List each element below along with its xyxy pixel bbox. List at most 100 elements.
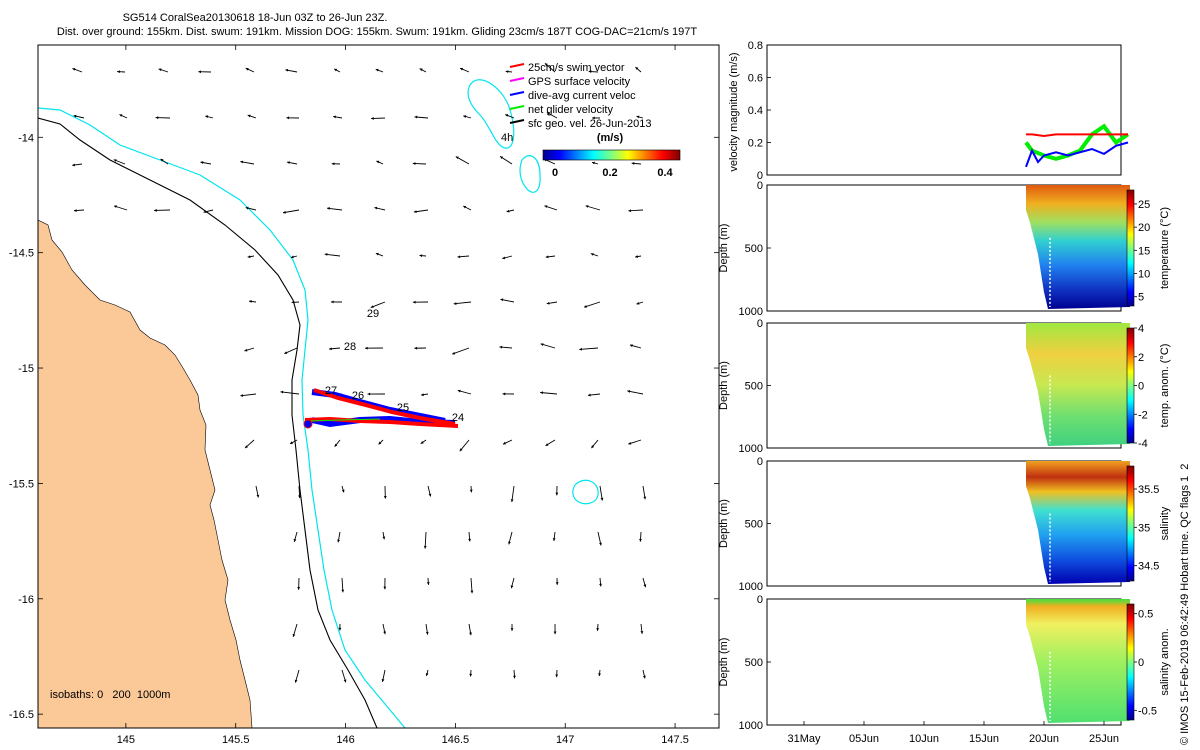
velocity-arrow — [330, 300, 343, 304]
velocity-arrow — [546, 112, 558, 119]
velocity-arrow — [117, 70, 126, 74]
colorbar-tick-label: 10 — [1138, 269, 1150, 281]
legend-entry: GPS surface velocity — [509, 76, 631, 88]
velocity-arrow — [463, 115, 472, 119]
profile-panel-salinity: 0 500 1000 Depth (m) 35.5 35 34.5 salinity — [718, 456, 1171, 593]
profile-section — [1026, 185, 1130, 309]
velocity-arrow — [583, 301, 601, 308]
speed-colorbar-tick: 0 — [552, 167, 558, 179]
velocity-arrow — [370, 301, 386, 308]
velocity-arrow — [463, 205, 472, 211]
velocity-arrow — [596, 623, 600, 631]
velocity-arrow — [635, 66, 642, 73]
speed-colorbar-tick: 0.4 — [657, 167, 673, 179]
velocity-arrow — [599, 485, 604, 501]
velocity-arrow — [599, 577, 602, 587]
velocity-arrow — [459, 439, 470, 452]
velocity-arrow — [255, 485, 260, 498]
velocity-arrow — [371, 117, 386, 120]
colorbar-label: salinity — [1159, 506, 1171, 540]
legend-entry: 25cm/s swim vector — [509, 62, 625, 74]
velocity-arrow — [160, 158, 169, 165]
velocity-arrow — [642, 485, 647, 500]
velocity-arrow — [510, 577, 515, 589]
map-x-tick-label: 147 — [556, 734, 574, 746]
velocity-arrow — [469, 669, 473, 677]
velocity-arrow — [425, 669, 429, 677]
colorbar-tick-label: 4 — [1138, 323, 1144, 335]
velocity-y-tick-label: 0.8 — [748, 40, 763, 52]
profile-panel-temperature: 0 500 1000 Depth (m) 25 20 15 10 5 temperature (°… — [718, 180, 1171, 318]
velocity-arrow — [248, 300, 257, 303]
velocity-arrow — [639, 531, 642, 542]
velocity-arrow — [375, 252, 384, 257]
velocity-y-tick-label: 0.2 — [748, 138, 763, 150]
velocity-y-tick-label: 0 — [757, 170, 763, 182]
colorbar-tick-label: 5 — [1138, 292, 1144, 304]
depth-tick-label: 1000 — [739, 443, 763, 455]
map-y-axis: -14 -14.5 -15 -15.5 -16 -16.5 — [9, 132, 719, 721]
velocity-arrow — [333, 115, 343, 119]
velocity-arrow — [327, 207, 343, 211]
colorbar-tick-label: 0.5 — [1138, 609, 1153, 621]
velocity-arrow — [200, 161, 212, 165]
time-tick-label: 31May — [787, 733, 821, 745]
velocity-arrow — [382, 531, 386, 540]
velocity-arrow — [500, 298, 515, 303]
profile-panel-temp-anom: 0 500 1000 Depth (m) 4 2 0 -2 -4 temp. anom. (°C) — [718, 318, 1171, 455]
velocity-arrow — [544, 62, 556, 73]
velocity-arrow — [420, 393, 429, 397]
legend-swatch — [509, 77, 525, 82]
velocity-arrow — [113, 159, 126, 165]
figure-title: SG514 CoralSea20130618 18-Jun 03Z to 26-… — [123, 12, 388, 24]
velocity-arrow — [298, 485, 301, 499]
colorbar-tick-label: 0 — [1138, 657, 1144, 669]
day-labels: 29 28 27 26 25 24 — [325, 308, 464, 424]
velocity-arrow — [382, 623, 386, 635]
velocity-arrow — [329, 347, 341, 351]
map-x-tick-label: 147.5 — [661, 734, 689, 746]
velocity-arrow — [423, 531, 427, 549]
velocity-arrow — [365, 346, 384, 350]
velocity-arrow — [502, 255, 513, 260]
velocity-arrow — [553, 623, 557, 635]
velocity-arrow — [290, 255, 298, 259]
velocity-arrow — [499, 345, 513, 349]
velocity-arrow — [412, 300, 429, 304]
day-label: 28 — [344, 341, 356, 353]
time-tick-label: 25Jun — [1089, 733, 1119, 745]
velocity-arrow — [636, 115, 644, 119]
profile-colorbar — [1126, 327, 1135, 444]
velocity-arrow — [280, 390, 300, 395]
velocity-arrow — [628, 439, 642, 445]
map-x-tick-label: 145.5 — [222, 734, 250, 746]
imos-credit: © IMOS 15-Feb-2019 06:42:49 Hobart time.… — [1179, 464, 1191, 745]
speed-colorbar-tick: 0.2 — [602, 167, 617, 179]
velocity-arrow — [544, 205, 558, 211]
depth-tick-label: 0 — [757, 594, 763, 606]
legend-label: 25cm/s swim vector — [528, 62, 625, 74]
colorbar-label: temperature (°C) — [1159, 207, 1171, 289]
velocity-arrow — [628, 209, 644, 213]
velocity-arrow — [374, 206, 386, 211]
velocity-arrow — [334, 439, 341, 447]
legend-label: GPS surface velocity — [528, 76, 631, 88]
reef-outline-1 — [467, 79, 515, 149]
velocity-arrow — [419, 68, 427, 73]
velocity-arrow — [205, 115, 214, 119]
legend-label: dive-avg current veloc — [528, 90, 636, 102]
depth-tick-label: 500 — [745, 519, 763, 531]
velocity-arrow — [505, 114, 515, 119]
map-x-tick-label: 146 — [336, 734, 354, 746]
velocity-arrow — [502, 392, 515, 396]
velocity-arrow — [470, 577, 474, 594]
speed-colorbar-title: (m/s) — [597, 132, 624, 144]
profile-colorbar — [1126, 465, 1135, 582]
velocity-arrow — [642, 577, 647, 588]
profile-section — [1026, 461, 1130, 584]
colorbar-tick-label: 25 — [1138, 199, 1150, 211]
velocity-arrow — [597, 531, 602, 546]
velocity-arrow — [635, 255, 642, 259]
legend-swatch — [509, 63, 525, 68]
velocity-y-tick-label: 0.6 — [748, 73, 763, 85]
